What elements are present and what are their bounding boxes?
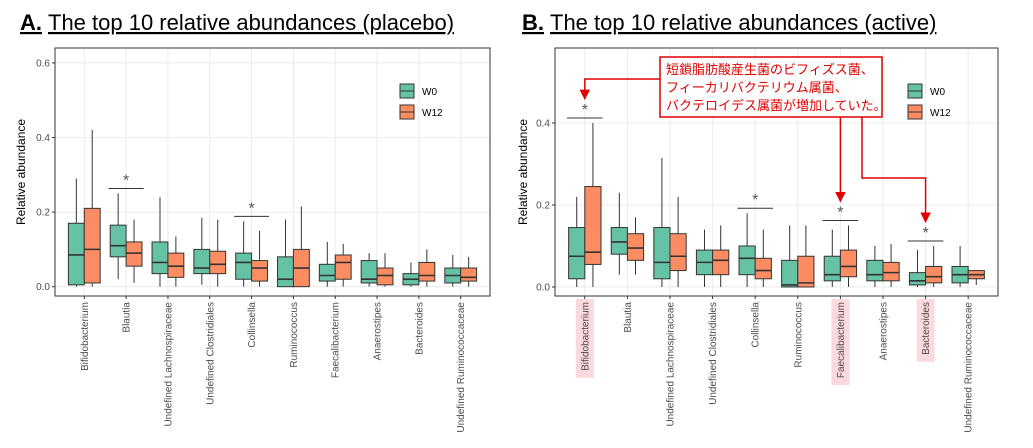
x-tick-label: Faecalibacterium — [836, 302, 847, 378]
x-tick-label: Collinsella — [247, 302, 258, 348]
box — [109, 224, 127, 258]
x-tick-label: Bifidobacterium — [80, 302, 91, 371]
plot-border — [54, 47, 491, 297]
box — [797, 255, 815, 288]
box — [277, 256, 294, 288]
plot-border — [554, 47, 999, 297]
panel-title: A. The top 10 relative abundances (placeb… — [20, 10, 454, 35]
y-axis-label: Relative abundance — [14, 119, 28, 225]
box — [754, 257, 772, 280]
box — [584, 186, 602, 265]
panel-label: A. — [20, 10, 42, 35]
box — [882, 261, 900, 282]
y-tick-label: 0.0 — [36, 282, 50, 293]
box — [653, 227, 671, 280]
legend-label: W12 — [422, 108, 443, 119]
box — [823, 255, 841, 282]
box — [125, 241, 143, 267]
significance-mark: * — [582, 102, 588, 119]
y-tick-label: 0.6 — [36, 58, 50, 69]
box — [251, 260, 268, 282]
box — [151, 241, 169, 275]
x-tick-label: Bacteroides — [414, 302, 425, 355]
x-tick-label: Undefined Clostridiales — [708, 302, 719, 405]
legend-label: W0 — [422, 87, 437, 98]
box — [418, 261, 436, 282]
box — [376, 267, 394, 286]
box — [866, 259, 884, 282]
panel-title: B. The top 10 relative abundances (active… — [522, 10, 936, 35]
box — [908, 272, 927, 286]
box — [839, 249, 858, 278]
y-tick-label: 0.4 — [36, 133, 50, 144]
x-tick-label: Blautia — [623, 302, 634, 333]
y-tick-label: 0.0 — [536, 282, 550, 293]
x-tick-label: Undefined Clostridiales — [205, 302, 216, 405]
significance-mark: * — [922, 225, 928, 242]
x-tick-label: Ruminococcus — [793, 302, 804, 368]
callout-text: バクテロイデス属菌が増加していた。 — [666, 98, 887, 114]
box — [209, 250, 227, 275]
legend-label: W0 — [930, 87, 945, 98]
y-tick-label: 0.4 — [536, 119, 550, 130]
x-tick-label: Ruminococcus — [289, 302, 300, 368]
box — [235, 252, 253, 280]
significance-mark: * — [837, 204, 843, 221]
x-tick-label: Anaerostipes — [878, 302, 889, 360]
significance-mark: * — [248, 200, 254, 217]
box — [712, 249, 730, 276]
box — [610, 227, 628, 255]
y-axis-label: Relative abundance — [516, 119, 530, 225]
highlight — [831, 299, 850, 386]
box — [167, 252, 185, 278]
title-text: The top 10 relative abundances (active) — [550, 10, 936, 35]
callout-arrow — [861, 117, 931, 224]
x-tick-label: Bacteroides — [921, 302, 932, 355]
box — [669, 233, 687, 272]
y-tick-label: 0.2 — [36, 208, 50, 219]
significance-mark: * — [123, 172, 129, 189]
callout-text: フィーカリバクテリウム属菌、 — [666, 81, 848, 96]
x-tick-label: Undefined Lachnospiraceae — [666, 302, 677, 427]
highlight — [575, 299, 594, 378]
callout-text: 短鎖脂肪酸産生菌のビフィズス菌、 — [666, 62, 874, 78]
callout-arrow — [579, 78, 660, 101]
plot-area — [55, 48, 490, 296]
x-tick-label: Undefined Ruminococcaceae — [456, 302, 467, 433]
box — [568, 227, 586, 280]
box — [334, 254, 352, 280]
box — [193, 248, 211, 275]
legend-label: W12 — [930, 108, 951, 119]
box — [460, 267, 478, 282]
x-tick-label: Collinsella — [751, 302, 762, 348]
box — [626, 233, 645, 261]
panel-label: B. — [522, 10, 544, 35]
significance-mark: * — [752, 192, 758, 209]
box — [738, 245, 756, 276]
x-tick-label: Undefined Ruminococcaceae — [964, 302, 975, 433]
box — [83, 207, 101, 284]
x-tick-label: Blautia — [122, 302, 133, 333]
x-tick-label: Undefined Lachnospiraceae — [163, 302, 174, 427]
box — [67, 222, 85, 286]
x-tick-label: Bifidobacterium — [580, 302, 591, 371]
callout-box — [659, 56, 883, 118]
x-tick-label: Anaerostipes — [373, 302, 384, 360]
box — [318, 263, 336, 282]
box — [781, 259, 799, 288]
title-text: The top 10 relative abundances (placebo) — [48, 10, 454, 35]
box — [925, 265, 943, 284]
y-tick-label: 0.2 — [536, 200, 550, 211]
x-tick-label: Faecalibacterium — [331, 302, 342, 378]
highlight — [916, 299, 935, 362]
